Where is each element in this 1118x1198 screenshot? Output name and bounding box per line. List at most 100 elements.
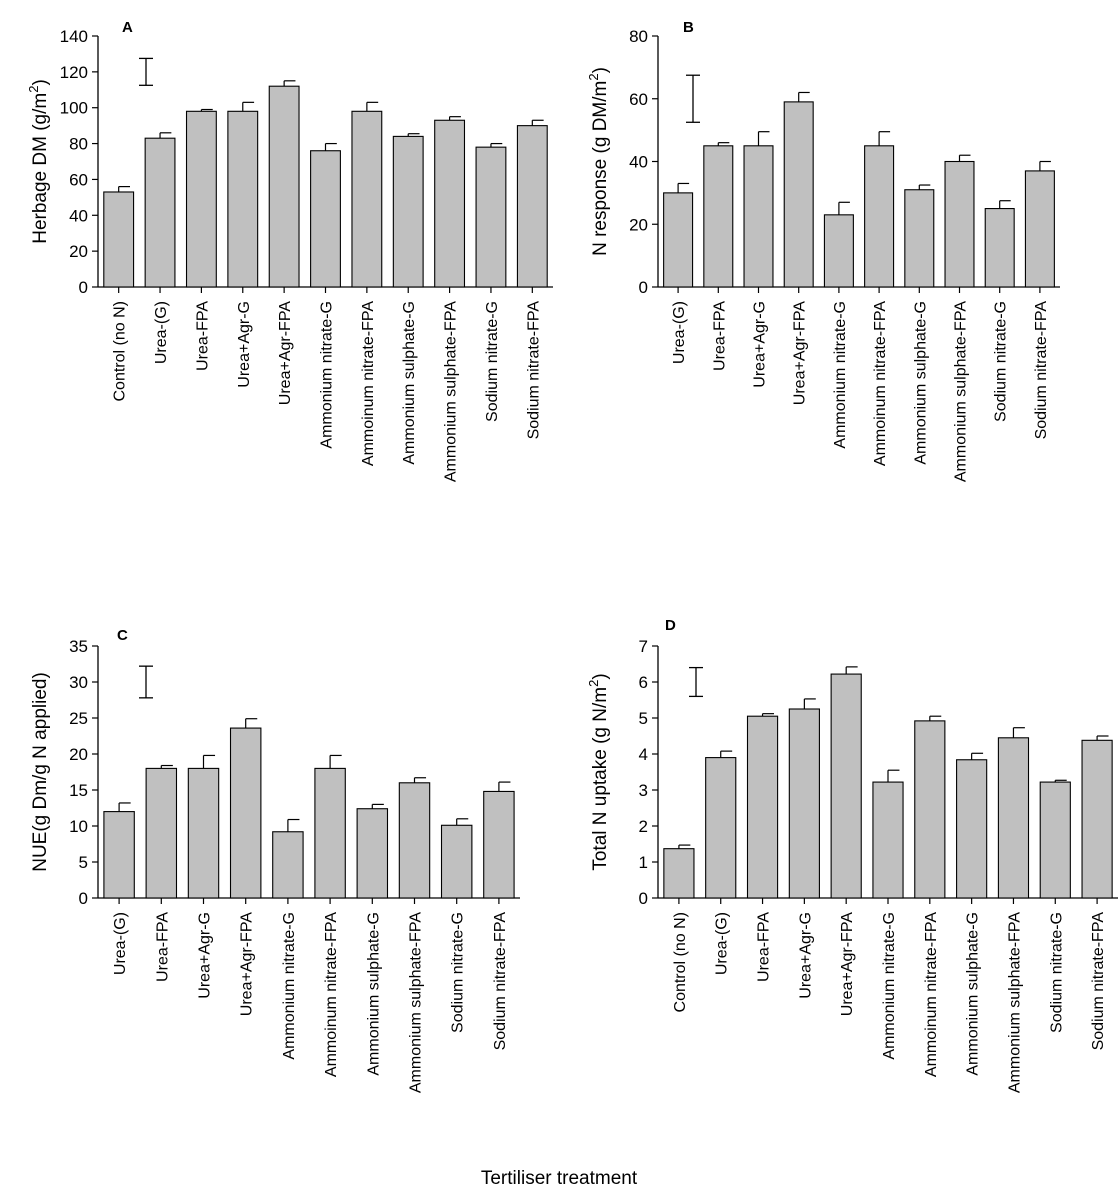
y-tick-label: 4 xyxy=(639,745,648,764)
x-axis-title-shared: Tertiliser treatment xyxy=(480,1168,638,1189)
y-axis-title-sup: 2 xyxy=(26,86,41,93)
y-tick-label: 80 xyxy=(69,135,88,154)
y-tick-label: 10 xyxy=(69,817,88,836)
bar xyxy=(314,767,346,899)
bar xyxy=(392,135,424,288)
category-label: Urea-(G) xyxy=(714,912,731,975)
category-label: Urea-FPA xyxy=(194,301,211,371)
bar xyxy=(356,808,389,899)
y-tick-label: 0 xyxy=(79,889,88,908)
y-tick-label: 0 xyxy=(639,889,648,908)
y-tick-label: 20 xyxy=(69,745,88,764)
category-label: Sodium nitrate-FPA xyxy=(492,912,509,1051)
bar xyxy=(997,737,1030,899)
y-tick-label: 100 xyxy=(60,99,88,118)
category-label: Ammonium sulphate-G xyxy=(912,301,929,465)
y-tick-label: 80 xyxy=(629,27,648,46)
y-axis-title-sup: 2 xyxy=(586,73,601,80)
y-axis-title: NUE(g Dm/g N applied) xyxy=(30,672,51,872)
bar xyxy=(103,811,135,899)
bar xyxy=(185,110,217,288)
y-tick-label: 20 xyxy=(69,242,88,261)
bar xyxy=(663,848,695,899)
bar xyxy=(145,767,178,899)
y-tick-label: 120 xyxy=(60,63,88,82)
bar xyxy=(864,145,895,288)
y-axis-title-main: N response (g DM/m xyxy=(590,81,611,256)
category-label: Ammonium sulphate-FPA xyxy=(1006,912,1023,1093)
y-axis-title: Herbage DM (g/m2) xyxy=(26,79,51,244)
bar xyxy=(398,782,431,899)
y-axis-title-tail: ) xyxy=(590,67,611,73)
bar xyxy=(440,824,473,899)
category-label: Urea-FPA xyxy=(711,301,728,371)
y-tick-label: 3 xyxy=(639,781,648,800)
y-tick-label: 2 xyxy=(639,817,648,836)
bar xyxy=(703,145,734,288)
category-label: Ammonium nitrate-G xyxy=(319,301,336,449)
bar xyxy=(956,759,988,899)
bar xyxy=(516,125,548,288)
panel-letter: B xyxy=(683,19,694,36)
category-label: Urea-FPA xyxy=(756,912,773,982)
bar xyxy=(483,790,515,899)
category-label: Sodium nitrate-G xyxy=(993,301,1010,422)
y-axis-title-main: NUE(g Dm/g N applied) xyxy=(30,672,51,872)
bar xyxy=(705,757,737,899)
category-label: Sodium nitrate-FPA xyxy=(1033,301,1050,440)
bar xyxy=(1039,781,1071,899)
category-label: Sodium nitrate-G xyxy=(450,912,467,1033)
y-tick-label: 30 xyxy=(69,673,88,692)
bar xyxy=(914,720,946,899)
category-label: Ammonium nitrate-G xyxy=(281,912,298,1060)
category-label: Urea+Agr-FPA xyxy=(277,301,294,406)
bar xyxy=(268,85,300,288)
bar xyxy=(743,145,774,288)
category-label: Ammonium nitrate-G xyxy=(881,912,898,1060)
category-label: Ammonium sulphate-G xyxy=(965,912,982,1076)
bar xyxy=(984,208,1015,288)
category-label: Ammonium sulphate-FPA xyxy=(443,301,460,482)
bar xyxy=(1024,170,1055,288)
category-label: Control (no N) xyxy=(672,912,689,1012)
category-label: Urea+Agr-FPA xyxy=(239,912,256,1017)
bar xyxy=(1081,739,1113,899)
y-axis-title-tail: ) xyxy=(590,673,611,679)
bar xyxy=(746,715,779,899)
panel-letter: C xyxy=(117,627,128,644)
category-label: Urea+Agr-G xyxy=(197,912,214,999)
y-tick-label: 0 xyxy=(639,278,648,297)
panel-a: A 0 20 40 60 80 100 120 140 Herbage DM (g/m2) Cont… xyxy=(26,19,553,482)
category-label: Ammonium sulphate-FPA xyxy=(953,301,970,482)
category-label: Urea+Agr-FPA xyxy=(792,301,809,406)
bar xyxy=(272,831,304,899)
bar xyxy=(872,781,904,899)
category-label: Control (no N) xyxy=(112,301,129,401)
category-label: Urea-(G) xyxy=(671,301,688,364)
y-axis-title-main: Herbage DM (g/m xyxy=(30,93,51,244)
category-label: Urea-(G) xyxy=(112,912,129,975)
y-tick-label: 25 xyxy=(69,709,88,728)
bar xyxy=(944,160,975,288)
bar xyxy=(351,110,383,288)
y-axis-title: Total N uptake (g N/m2) xyxy=(586,673,611,870)
y-tick-label: 5 xyxy=(639,709,648,728)
category-label: Urea+Agr-G xyxy=(797,912,814,999)
category-label: Ammonium sulphate-G xyxy=(365,912,382,1076)
y-axis-title-main: Total N uptake (g N/m xyxy=(590,687,611,871)
category-label: Urea+Agr-G xyxy=(752,301,769,388)
y-tick-label: 5 xyxy=(79,853,88,872)
bar xyxy=(663,192,694,288)
category-label: Sodium nitrate-FPA xyxy=(1090,912,1107,1051)
bar xyxy=(310,150,341,288)
category-label: Urea-FPA xyxy=(154,912,171,982)
y-tick-label: 0 xyxy=(79,278,88,297)
y-tick-label: 140 xyxy=(60,27,88,46)
y-tick-label: 60 xyxy=(629,90,648,109)
category-label: Ammonium sulphate-G xyxy=(401,301,418,465)
category-label: Ammonium sulphate-FPA xyxy=(408,912,425,1093)
bar xyxy=(187,767,220,899)
category-label: Sodium nitrate-G xyxy=(1048,912,1065,1033)
category-label: Urea+Agr-FPA xyxy=(839,912,856,1017)
